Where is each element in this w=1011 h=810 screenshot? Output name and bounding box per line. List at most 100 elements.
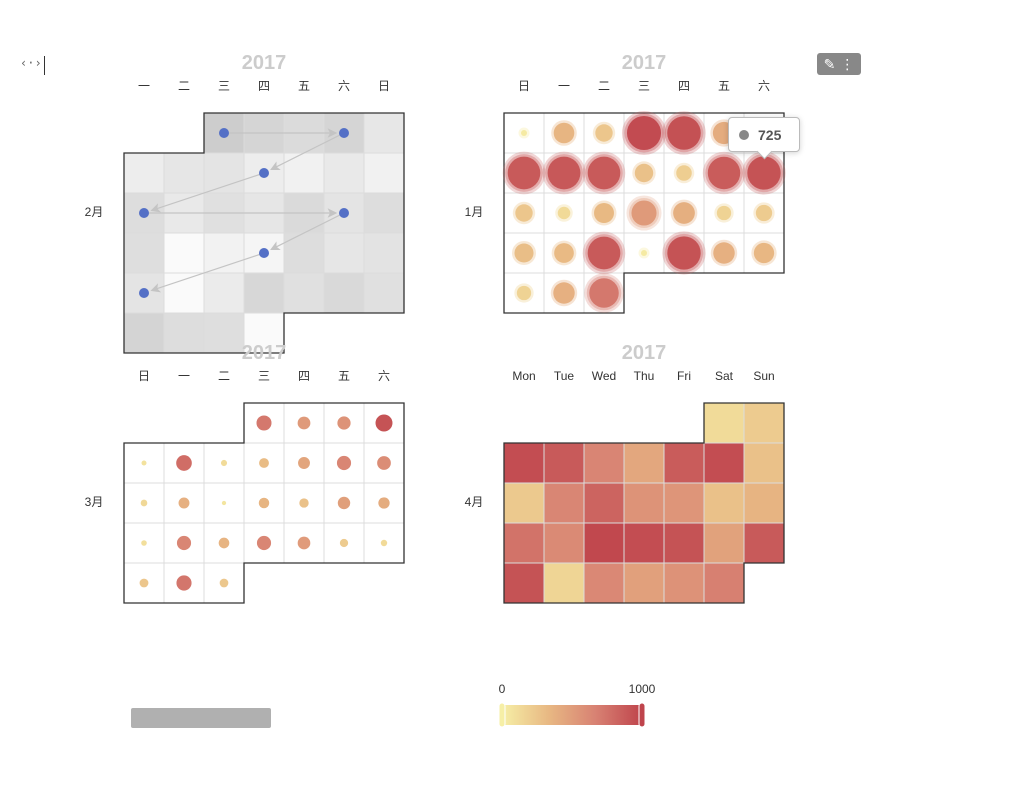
data-point: [377, 456, 391, 470]
gray-visual-map: [131, 708, 271, 728]
calendar-cell: [743, 402, 785, 444]
calendar-cell: [583, 522, 625, 564]
calendar-cell: [703, 442, 745, 484]
data-point: [515, 204, 533, 222]
visual-map-max-label: 1000: [629, 682, 656, 696]
data-point: [176, 535, 192, 551]
data-point: [634, 163, 654, 183]
calendar-cell: [623, 562, 665, 604]
calendar-cell: [123, 312, 165, 354]
data-point: [626, 115, 662, 151]
month-outline: [123, 402, 405, 604]
calendar-cell: [503, 442, 545, 484]
chart-title: 2017: [242, 52, 287, 74]
day-label: 三: [258, 369, 270, 383]
data-point: [589, 278, 619, 308]
month-label: 4月: [465, 495, 484, 509]
data-point: [707, 156, 741, 190]
data-point: [516, 285, 532, 301]
visual-map-handle-min[interactable]: [498, 702, 506, 728]
day-label: Sun: [753, 369, 774, 383]
month-outline: [503, 402, 785, 604]
calendar-cell: [743, 442, 785, 484]
line-node: [259, 248, 269, 258]
day-label: 日: [378, 79, 390, 93]
day-label: 四: [298, 369, 310, 383]
visual-map-handle-max[interactable]: [638, 702, 646, 728]
data-point: [520, 129, 528, 137]
day-label: Sat: [715, 369, 734, 383]
day-label: 五: [338, 369, 350, 383]
data-point: [640, 249, 648, 257]
edit-icon[interactable]: ✎: [823, 55, 836, 72]
calendar-cell: [243, 272, 285, 314]
calendar-cell: [743, 482, 785, 524]
color-visual-map: [502, 705, 642, 725]
day-label: 二: [598, 79, 610, 93]
data-point: [375, 414, 393, 432]
data-point: [713, 242, 735, 264]
month-outline: [503, 112, 785, 314]
data-point: [587, 156, 621, 190]
day-label: 二: [218, 369, 230, 383]
data-point: [299, 498, 309, 508]
data-point: [139, 578, 149, 588]
day-label: 六: [378, 369, 390, 383]
calendar-cell: [703, 522, 745, 564]
calendar-cell: [663, 442, 705, 484]
calendar-cell: [583, 562, 625, 604]
calendar-cell: [163, 312, 205, 354]
line-node: [259, 168, 269, 178]
data-point: [553, 122, 575, 144]
data-point: [339, 538, 349, 548]
data-point: [259, 458, 269, 468]
visual-map-min-label: 0: [499, 682, 506, 696]
data-point: [631, 200, 657, 226]
day-label: 一: [558, 79, 570, 93]
day-label: Mon: [512, 369, 535, 383]
day-label: 六: [338, 79, 350, 93]
data-point: [507, 156, 541, 190]
day-label: Fri: [677, 369, 691, 383]
data-point: [219, 578, 229, 588]
data-point: [141, 540, 147, 546]
calendar-cell: [543, 442, 585, 484]
calendar-cell: [363, 112, 405, 154]
calendar-cell: [703, 482, 745, 524]
month-label: 3月: [85, 495, 104, 509]
data-point: [673, 202, 695, 224]
data-point: [667, 236, 701, 270]
data-point: [716, 205, 732, 221]
data-point: [140, 499, 148, 507]
tooltip-value: 725: [758, 126, 782, 143]
calendar-cell: [323, 232, 365, 274]
calendar-cell: [123, 152, 165, 194]
data-point: [258, 497, 270, 509]
text-cursor: [44, 56, 45, 75]
day-label: 三: [638, 79, 650, 93]
day-label: 六: [758, 79, 770, 93]
code-toggle-icon[interactable]: ‹·›: [20, 56, 42, 70]
data-point: [256, 415, 272, 431]
day-label: 一: [178, 369, 190, 383]
calendar-cell: [503, 482, 545, 524]
calendar-cell: [503, 522, 545, 564]
calendar-cell: [543, 522, 585, 564]
calendar-cell: [203, 272, 245, 314]
more-icon[interactable]: ⋮: [840, 55, 855, 72]
data-point: [141, 460, 147, 466]
data-point: [554, 243, 574, 263]
data-point: [178, 497, 190, 509]
month-label: 2月: [85, 205, 104, 219]
data-point: [176, 575, 192, 591]
toolbar-button[interactable]: ✎ ⋮: [817, 53, 861, 75]
calendar-cell: [543, 482, 585, 524]
day-label: 日: [518, 79, 530, 93]
chart-title: 2017: [622, 52, 667, 74]
calendar-cell: [283, 272, 325, 314]
value-tooltip: 725: [728, 117, 800, 160]
data-point: [336, 455, 352, 471]
line-node: [339, 208, 349, 218]
data-point: [587, 236, 621, 270]
data-point: [221, 500, 227, 506]
